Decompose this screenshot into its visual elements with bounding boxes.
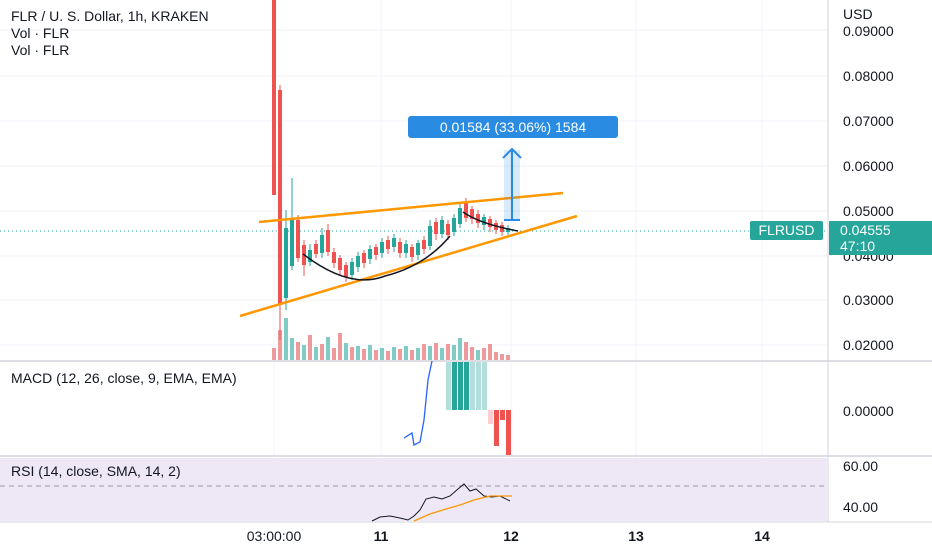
price-axis-label: 0.05000: [843, 203, 894, 219]
price-axis-label: 0.09000: [843, 23, 894, 39]
rsi-scale-label-60: 60.00: [843, 458, 879, 474]
bar-countdown: 47:10: [840, 238, 876, 254]
candlesticks: [272, 0, 510, 340]
lower-trendline[interactable]: [239, 214, 578, 318]
volume-indicator-1[interactable]: Vol · FLR: [11, 25, 70, 41]
rsi-ma-line: [413, 495, 512, 522]
price-axis-label: 0.08000: [843, 68, 894, 84]
rsi-band: [0, 458, 828, 521]
price-axis-label: 0.06000: [843, 158, 894, 174]
macd-scale-label: 0.00000: [843, 403, 894, 419]
time-axis-label: 03:00:00: [246, 528, 302, 544]
rsi-title[interactable]: RSI (14, close, SMA, 14, 2): [11, 463, 181, 479]
price-axis-label: 0.02000: [843, 337, 894, 353]
current-price-value: 0.04555: [840, 222, 891, 238]
macd-title[interactable]: MACD (12, 26, close, 9, EMA, EMA): [11, 370, 237, 386]
handle-line[interactable]: [462, 211, 519, 232]
symbol-title[interactable]: FLR / U. S. Dollar, 1h, KRAKEN: [11, 8, 209, 24]
ticker-tag: FLRUSD: [750, 221, 823, 240]
time-axis-label: 11: [373, 528, 389, 544]
time-axis-label: 12: [503, 528, 519, 544]
arrow-up-icon: [502, 147, 522, 159]
time-axis-label: 14: [754, 528, 770, 544]
price-axis-currency[interactable]: USD: [843, 6, 873, 22]
measure-label[interactable]: 0.01584 (33.06%) 1584: [408, 116, 618, 138]
rsi-line: [371, 483, 511, 522]
time-axis-label: 13: [628, 528, 644, 544]
macd-histogram: [446, 362, 511, 455]
volume-indicator-2[interactable]: Vol · FLR: [11, 42, 70, 58]
rsi-scale-label-40: 40.00: [843, 499, 879, 515]
current-price-tag: 0.04555 47:10: [829, 221, 932, 255]
price-axis-label: 0.03000: [843, 292, 894, 308]
cup-arc[interactable]: [302, 235, 451, 281]
macd-line: [403, 360, 433, 446]
volume-bars: [272, 318, 510, 360]
price-axis-label: 0.07000: [843, 113, 894, 129]
